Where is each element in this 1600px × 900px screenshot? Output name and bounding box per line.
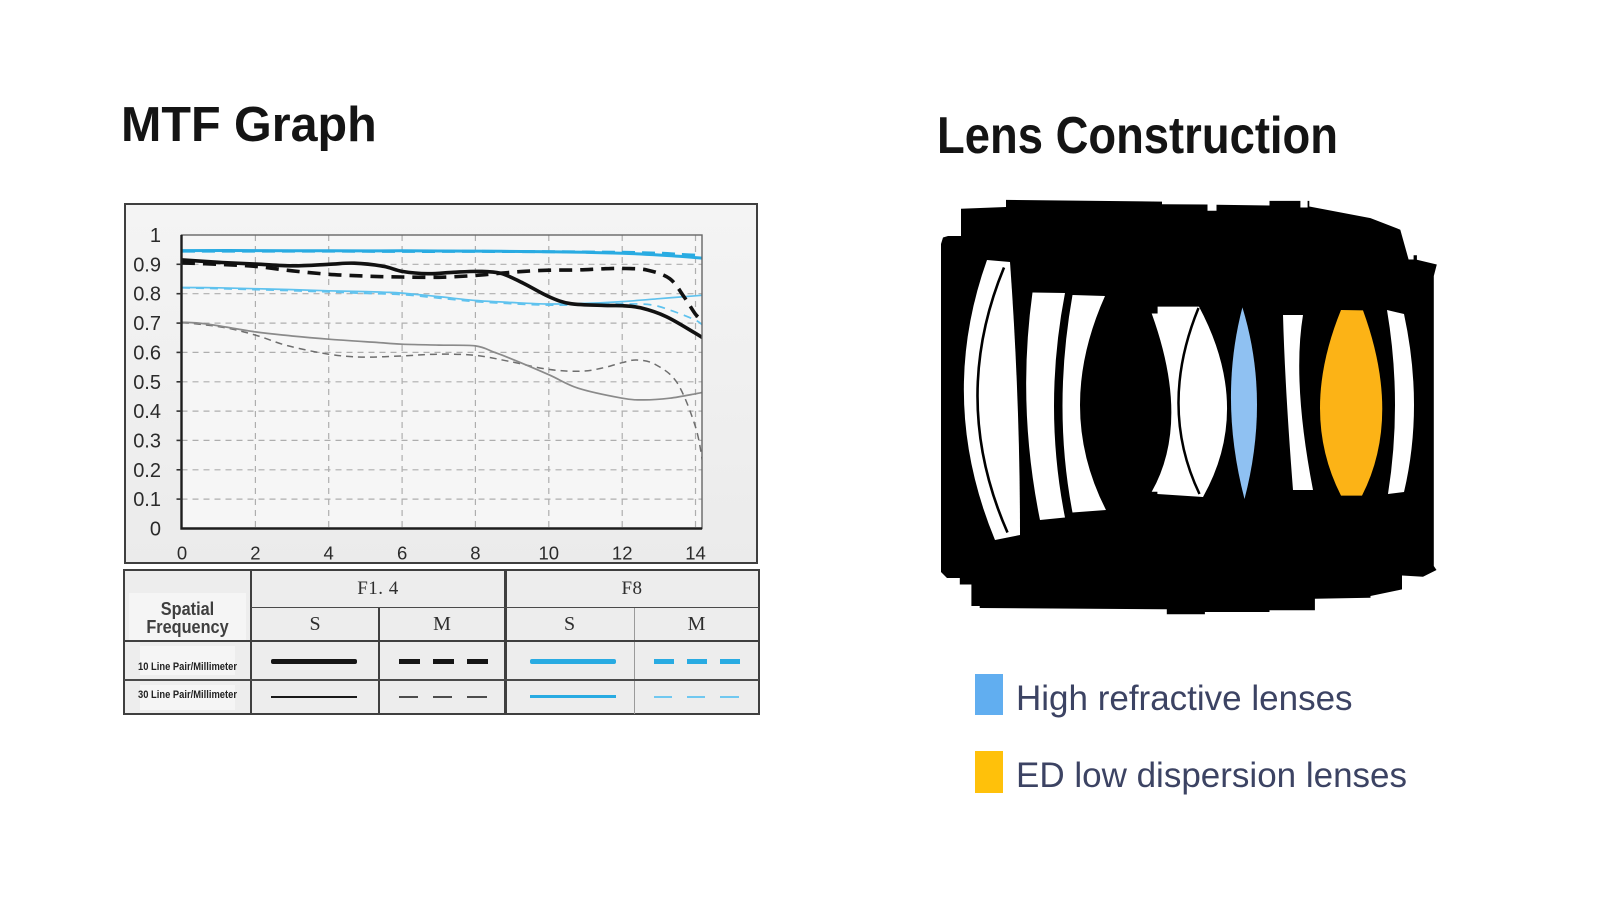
svg-text:0: 0 bbox=[150, 519, 161, 541]
svg-text:6: 6 bbox=[397, 543, 407, 564]
svg-text:0.1: 0.1 bbox=[133, 489, 161, 511]
svg-text:0.3: 0.3 bbox=[133, 430, 161, 452]
svg-text:12: 12 bbox=[612, 543, 633, 564]
svg-text:0: 0 bbox=[177, 543, 187, 564]
svg-text:14: 14 bbox=[685, 543, 706, 564]
svg-text:0.4: 0.4 bbox=[133, 401, 161, 423]
svg-text:4: 4 bbox=[324, 543, 334, 564]
svg-text:0.2: 0.2 bbox=[133, 460, 161, 482]
svg-text:0.9: 0.9 bbox=[133, 254, 161, 276]
svg-text:0.7: 0.7 bbox=[133, 313, 161, 335]
svg-text:2: 2 bbox=[250, 543, 260, 564]
svg-text:0.6: 0.6 bbox=[133, 342, 161, 364]
svg-text:10: 10 bbox=[539, 543, 560, 564]
svg-text:0.5: 0.5 bbox=[133, 372, 161, 394]
svg-text:1: 1 bbox=[150, 225, 161, 247]
svg-text:0.8: 0.8 bbox=[133, 284, 161, 306]
svg-text:8: 8 bbox=[470, 543, 480, 564]
